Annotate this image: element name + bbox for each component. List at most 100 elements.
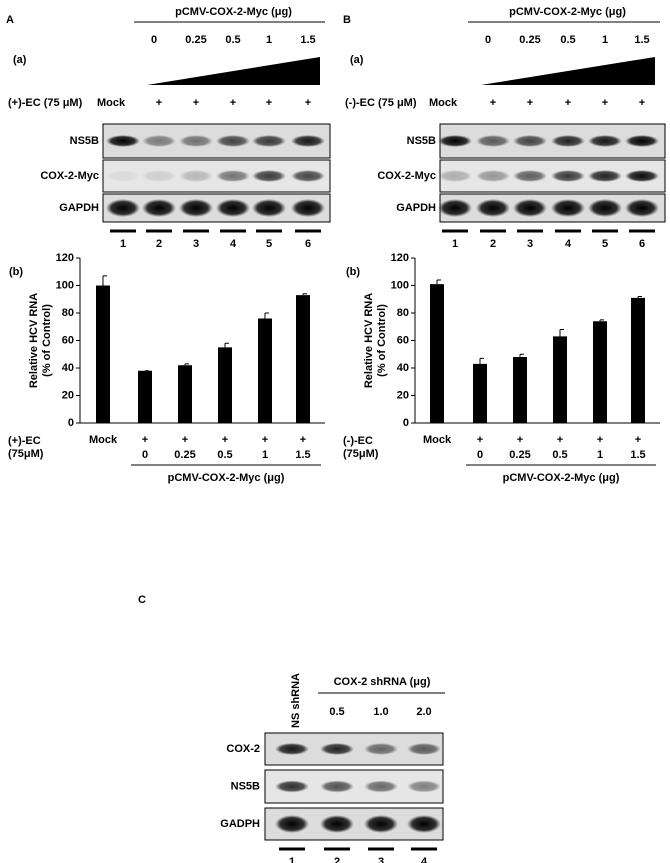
dose-label: 0 <box>151 34 157 46</box>
y-tick-label: 60 <box>62 334 74 346</box>
blot-band <box>216 135 250 147</box>
bar <box>553 336 567 423</box>
dose-label: 1 <box>266 34 272 46</box>
blot-label: NS5B <box>70 135 99 147</box>
blot-band <box>407 815 441 833</box>
blot-band <box>320 815 354 833</box>
y-tick-label: 0 <box>403 417 409 429</box>
blot-band <box>588 135 622 147</box>
blot-band <box>320 780 354 793</box>
bar <box>473 363 487 423</box>
y-tick-label: 20 <box>62 389 74 401</box>
error-bar <box>519 353 524 357</box>
y-tick-label: 100 <box>56 279 74 291</box>
error-bar <box>184 363 189 366</box>
dose-triangle <box>147 57 320 85</box>
y-tick-label: 0 <box>68 417 74 429</box>
lane-number: 5 <box>266 238 272 250</box>
blot-band <box>625 135 659 147</box>
group-label: pCMV-COX-2-Myc (μg) <box>503 472 620 484</box>
x-row-label: (-)-EC <box>343 435 373 447</box>
x-sub-label: 0.5 <box>217 449 232 461</box>
sub-label: (b) <box>346 266 360 278</box>
x-sub-label: 1.5 <box>295 449 310 461</box>
blot-band <box>551 135 585 147</box>
y-tick-label: 80 <box>62 307 74 319</box>
lane-number: 1 <box>452 238 458 250</box>
bar <box>258 318 272 423</box>
blot-band <box>216 199 250 217</box>
x-tick-label: + <box>300 434 306 446</box>
lane-number: 1 <box>289 856 295 863</box>
dose-label: 0.5 <box>329 706 344 718</box>
sub-label: (a) <box>13 54 27 66</box>
dose-label: 1.0 <box>373 706 388 718</box>
x-sub-label: 0 <box>477 449 483 461</box>
blot-band <box>275 815 309 833</box>
lane-treatment: + <box>565 97 571 109</box>
blot-band <box>476 199 510 217</box>
blot-band <box>142 170 176 182</box>
x-tick-label: + <box>262 434 268 446</box>
lane-number: 3 <box>193 238 199 250</box>
panel-letter: C <box>138 594 146 606</box>
bar <box>631 297 645 423</box>
error-bar <box>264 312 269 319</box>
y-tick-label: 40 <box>62 362 74 374</box>
y-tick-label: 80 <box>397 307 409 319</box>
x-tick-label: + <box>517 434 523 446</box>
lane-number: 5 <box>602 238 608 250</box>
blot-band <box>476 170 510 182</box>
lane-number: 2 <box>156 238 162 250</box>
blot-label: GAPDH <box>396 202 436 214</box>
blot-band <box>216 170 250 182</box>
bar <box>296 295 310 423</box>
x-row-label: (75μM) <box>8 448 44 460</box>
x-tick-label: + <box>597 434 603 446</box>
blot-band <box>179 135 213 147</box>
x-sub-label: 1 <box>597 449 603 461</box>
blot-band <box>320 743 354 755</box>
group-label: pCMV-COX-2-Myc (μg) <box>168 472 285 484</box>
blot-band <box>106 135 140 147</box>
blot-label: COX-2-Myc <box>377 170 436 182</box>
lane-number: 6 <box>639 238 645 250</box>
blot-band <box>625 170 659 182</box>
blot-label: NS5B <box>407 135 436 147</box>
blot-band <box>476 135 510 147</box>
plasmid-label: pCMV-COX-2-Myc (μg) <box>509 6 626 18</box>
error-bar <box>302 293 307 296</box>
lane-treatment: + <box>266 97 272 109</box>
blot-band <box>588 170 622 182</box>
dose-label: 0.25 <box>185 34 206 46</box>
blot-band <box>513 170 547 182</box>
blot-band <box>513 135 547 147</box>
blot-band <box>438 199 472 217</box>
x-sub-label: 1.5 <box>630 449 645 461</box>
bar <box>178 365 192 423</box>
bar <box>513 357 527 423</box>
blot-label: GADPH <box>220 818 260 830</box>
x-tick-label: + <box>477 434 483 446</box>
lane-number: 4 <box>421 856 428 863</box>
lane-number: 3 <box>378 856 384 863</box>
dose-label: 2.0 <box>416 706 431 718</box>
treatment-label: COX-2 shRNA (μg) <box>334 676 431 688</box>
y-axis-label: Relative HCV RNA <box>363 293 375 388</box>
y-axis-label: (% of Control) <box>376 304 388 377</box>
x-tick-label: + <box>222 434 228 446</box>
error-bar <box>436 279 441 285</box>
blot-label: GAPDH <box>59 202 99 214</box>
dose-label: 1 <box>602 34 608 46</box>
y-axis-label: Relative HCV RNA <box>28 293 40 388</box>
blot-label: COX-2-Myc <box>40 170 99 182</box>
bar <box>593 321 607 423</box>
blot-band <box>364 815 398 833</box>
lane-treatment: + <box>305 97 311 109</box>
x-tick-label: Mock <box>423 434 452 446</box>
blot-label: NS5B <box>231 780 260 792</box>
x-tick-label: + <box>182 434 188 446</box>
y-tick-label: 120 <box>56 252 74 264</box>
lane-treatment: + <box>156 97 162 109</box>
